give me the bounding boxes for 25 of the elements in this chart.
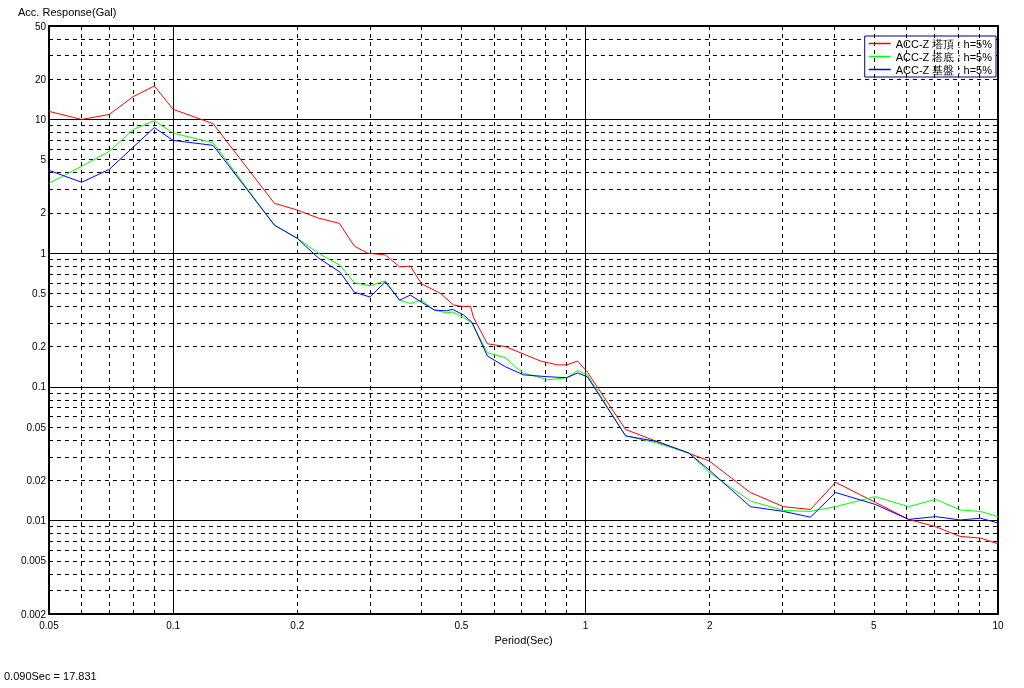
y-tick-label: 20 [34, 73, 47, 85]
y-tick-label: 0.005 [20, 555, 47, 567]
y-tick-label: 0.1 [32, 381, 47, 393]
x-tick-label: 10 [992, 619, 1004, 631]
y-tick-label: 0.002 [20, 608, 47, 620]
x-tick-label: 2 [706, 619, 713, 631]
y-tick-label: 0.05 [26, 421, 47, 433]
x-axis-title: Period(Sec) [494, 634, 553, 647]
y-axis-title: Acc. Response(Gal) [18, 5, 117, 18]
y-tick-label: 1 [40, 247, 47, 259]
y-tick-label: 50 [34, 20, 47, 32]
y-tick-label: 0.5 [32, 287, 47, 299]
y-tick-label: 2 [40, 207, 47, 219]
y-tick-label: 0.02 [26, 474, 47, 486]
y-tick-label: 5 [40, 154, 47, 166]
x-tick-label: 0.2 [290, 619, 305, 631]
y-tick-label: 10 [34, 113, 47, 125]
text: 0.090Sec = 17.831 [4, 669, 97, 682]
legend-label: ACC-Z 基盤 : h=5% [895, 63, 993, 76]
y-tick-label: 0.2 [32, 341, 47, 353]
x-tick-label: 0.1 [166, 619, 181, 631]
x-tick-label: 5 [871, 619, 878, 631]
x-tick-label: 0.5 [454, 619, 469, 631]
x-tick-label: 1 [582, 619, 589, 631]
y-tick-label: 0.01 [26, 515, 47, 527]
